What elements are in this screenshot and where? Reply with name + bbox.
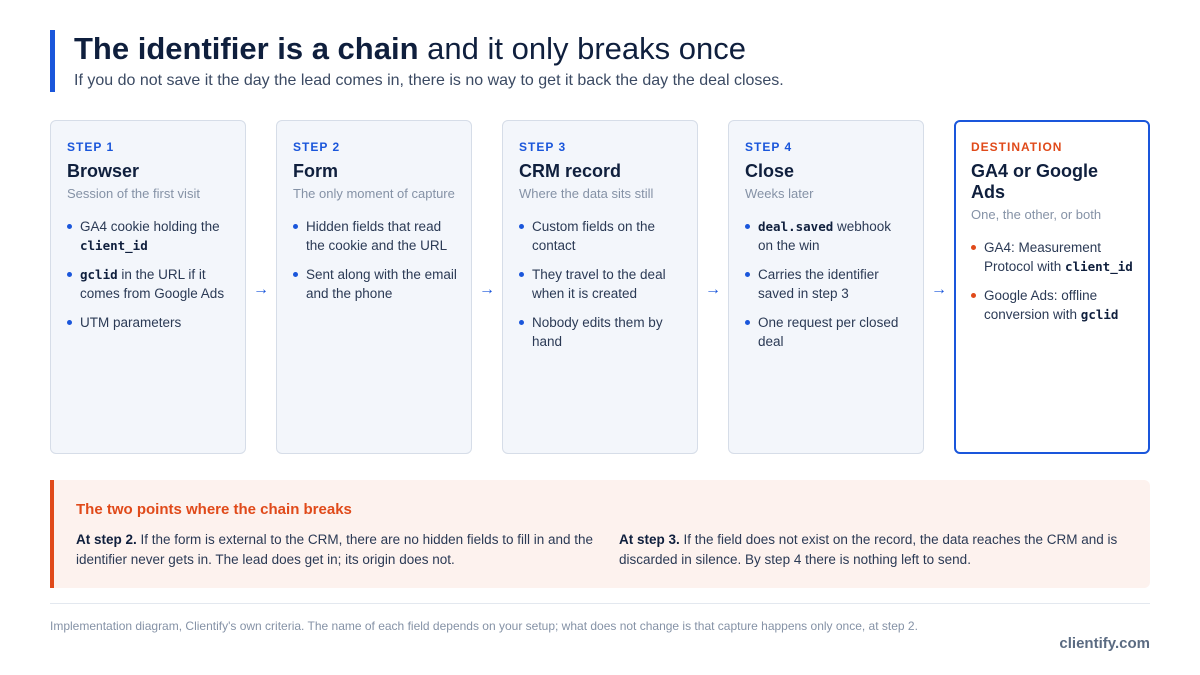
step-title: Browser: [67, 161, 140, 181]
step-bullet: Hidden fields that read the cookie and t…: [293, 217, 457, 255]
flow-arrow-icon: →: [931, 281, 947, 298]
destination-card: DESTINATION GA4 or Google Ads One, the oth…: [954, 120, 1150, 454]
footer-divider: [50, 603, 1150, 604]
bullet-text: webhook on the win: [758, 219, 892, 253]
break-point-text: If the field does not exist on the recor…: [618, 532, 1118, 567]
footnote: Implementation diagram, Clientify's own …: [50, 619, 918, 633]
step-label: STEP 2: [293, 140, 341, 154]
break-points-panel: The two points where the chain breaks At…: [50, 480, 1150, 588]
step-bullet-list: Custom fields on the contact They travel …: [519, 217, 683, 351]
break-point-lead: At step 3.: [618, 532, 680, 547]
bullet-text: in the URL if it comes from Google Ads: [80, 267, 225, 301]
step-card-3: STEP 3 CRM record Where the data sits stil…: [502, 120, 698, 454]
step-title: Close: [745, 161, 795, 181]
flow-arrow-icon: →: [705, 281, 721, 298]
step-card-1: STEP 1 Browser Session of the first visit G…: [50, 120, 246, 454]
bullet-text: Nobody edits them by hand: [532, 315, 663, 349]
step-subtitle: One, the other, or both: [971, 207, 1102, 222]
step-bullet: Sent along with the email and the phone: [293, 265, 457, 303]
step-bullet: gclid in the URL if it comes from Google…: [67, 265, 231, 303]
step-bullet-list: GA4: Measurement Protocol with client_id…: [971, 238, 1135, 324]
step-title: CRM record: [519, 161, 622, 181]
step-bullet-list: deal.saved webhook on the win Carries the…: [745, 217, 909, 351]
step-card-2: STEP 2 Form The only moment of capture Hidd…: [276, 120, 472, 454]
step-bullet: They travel to the deal when it is creat…: [519, 265, 683, 303]
bullet-text: GA4: Measurement Protocol with: [984, 240, 1102, 274]
field-code: gclid: [80, 267, 118, 282]
page-title: The identifier is a chain and it only br…: [74, 30, 1150, 68]
step-bullet: Carries the identifier saved in step 3: [745, 265, 909, 303]
step-bullet: Nobody edits them by hand: [519, 313, 683, 351]
break-points-columns: At step 2. If the form is external to th…: [76, 530, 1128, 570]
break-point-step-3: At step 3. If the field does not exist o…: [619, 530, 1128, 570]
step-subtitle: Where the data sits still: [519, 186, 654, 201]
step-bullet: GA4 cookie holding the client_id: [67, 217, 231, 255]
step-flow: STEP 1 Browser Session of the first visit G…: [50, 120, 1150, 454]
step-label: DESTINATION: [971, 140, 1063, 154]
break-point-lead: At step 2.: [76, 532, 137, 547]
bullet-text: UTM parameters: [80, 315, 182, 330]
title-bold: The identifier is a chain: [74, 31, 419, 66]
bullet-text: Custom fields on the contact: [532, 219, 656, 253]
header-accent-bar: [50, 30, 55, 92]
break-point-step-2: At step 2. If the form is external to th…: [76, 530, 597, 570]
brand-logo-text: clientify.com: [1059, 635, 1150, 652]
step-label: STEP 1: [67, 140, 115, 154]
field-code: client_id: [1065, 259, 1133, 274]
bullet-text: Hidden fields that read the cookie and t…: [306, 219, 448, 253]
step-bullet: GA4: Measurement Protocol with client_id: [971, 238, 1135, 276]
step-label: STEP 3: [519, 140, 567, 154]
bullet-text: One request per closed deal: [758, 315, 899, 349]
bullet-text: Sent along with the email and the phone: [306, 267, 457, 301]
field-code: gclid: [1080, 307, 1119, 322]
break-point-text: If the form is external to the CRM, ther…: [76, 532, 594, 567]
bullet-text: Google Ads: offline conversion with: [984, 288, 1098, 322]
step-bullet: deal.saved webhook on the win: [745, 217, 909, 255]
bullet-text: They travel to the deal when it is creat…: [532, 267, 666, 301]
bullet-text: Carries the identifier saved in step 3: [758, 267, 879, 301]
page-subtitle: If you do not save it the day the lead c…: [74, 72, 784, 89]
step-card-4: STEP 4 Close Weeks later deal.saved webhook…: [728, 120, 924, 454]
step-subtitle: Weeks later: [745, 186, 814, 201]
flow-arrow-icon: →: [479, 281, 495, 298]
flow-arrow-icon: →: [253, 281, 269, 298]
break-points-title: The two points where the chain breaks: [76, 501, 352, 518]
field-code: deal.saved: [758, 219, 834, 234]
step-bullet: Google Ads: offline conversion with gcli…: [971, 286, 1135, 324]
step-title: Form: [293, 161, 338, 181]
step-subtitle: The only moment of capture: [293, 186, 455, 201]
step-label: STEP 4: [745, 140, 793, 154]
title-rest: and it only breaks once: [427, 31, 746, 66]
field-code: client_id: [80, 238, 148, 253]
step-bullet: UTM parameters: [67, 313, 231, 332]
step-subtitle: Session of the first visit: [67, 186, 200, 201]
header: The identifier is a chain and it only br…: [50, 30, 1150, 92]
step-bullet: One request per closed deal: [745, 313, 909, 351]
step-bullet: Custom fields on the contact: [519, 217, 683, 255]
step-title: GA4 or Google Ads: [971, 161, 1099, 202]
step-bullet-list: Hidden fields that read the cookie and t…: [293, 217, 457, 303]
bullet-text: GA4 cookie holding the: [80, 219, 220, 234]
